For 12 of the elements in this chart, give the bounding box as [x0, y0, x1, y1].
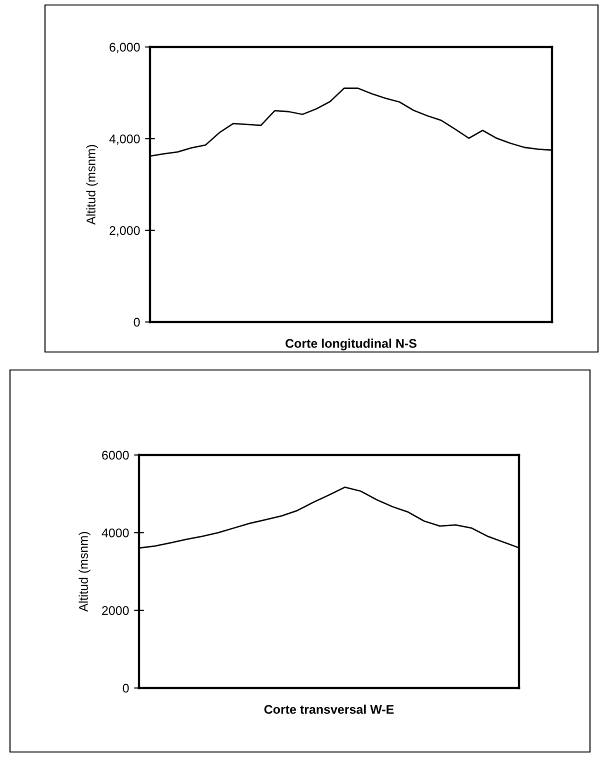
y-tick-label: 2000	[102, 606, 129, 615]
y-tick-label: 0	[122, 684, 129, 693]
y-tick-label: 2,000	[110, 226, 140, 236]
y-tick-label: 6,000	[110, 42, 140, 54]
x-axis-title: Corte longitudinal N-S	[286, 338, 416, 350]
y-tick-label: 0	[134, 318, 140, 327]
x-axis-title: Corte transversal W-E	[264, 704, 394, 714]
y-axis-title: Altitud (msnm)	[86, 144, 98, 225]
y-tick-label: 4,000	[109, 134, 140, 145]
y-tick-label: 4000	[102, 528, 129, 538]
y-axis-title: Altitud (msnm)	[78, 532, 90, 612]
y-tick-label: 6000	[102, 450, 129, 460]
